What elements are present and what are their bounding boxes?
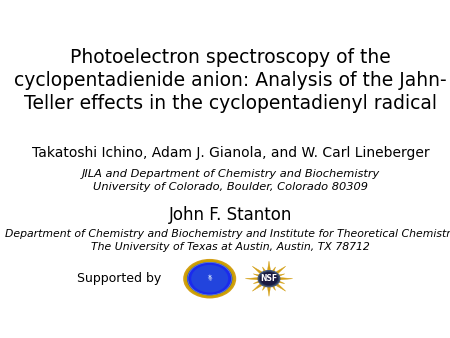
Polygon shape (267, 261, 270, 271)
Text: ✶: ✶ (207, 273, 213, 280)
Text: Takatoshi Ichino, Adam J. Gianola, and W. Carl Lineberger: Takatoshi Ichino, Adam J. Gianola, and W… (32, 146, 429, 160)
Polygon shape (245, 277, 258, 280)
Circle shape (186, 261, 234, 296)
Circle shape (260, 272, 278, 285)
Text: NSF: NSF (261, 274, 278, 283)
Polygon shape (252, 284, 263, 291)
Circle shape (191, 265, 228, 292)
Text: Supported by: Supported by (77, 272, 162, 285)
Circle shape (258, 270, 280, 287)
Polygon shape (279, 277, 292, 280)
Polygon shape (252, 266, 263, 274)
Polygon shape (272, 285, 275, 290)
Polygon shape (275, 266, 286, 274)
Polygon shape (253, 274, 260, 277)
Circle shape (183, 259, 236, 298)
Polygon shape (262, 267, 266, 272)
Polygon shape (275, 284, 286, 291)
Polygon shape (267, 287, 270, 296)
Polygon shape (262, 285, 266, 290)
Text: John F. Stanton: John F. Stanton (169, 206, 292, 224)
Text: JILA and Department of Chemistry and Biochemistry
University of Colorado, Boulde: JILA and Department of Chemistry and Bio… (81, 169, 380, 192)
Polygon shape (253, 281, 260, 284)
Polygon shape (278, 281, 285, 284)
Polygon shape (278, 274, 285, 277)
Text: ❋: ❋ (207, 277, 212, 282)
Polygon shape (272, 267, 275, 272)
Text: Photoelectron spectroscopy of the
cyclopentadienide anion: Analysis of the Jahn-: Photoelectron spectroscopy of the cyclop… (14, 48, 447, 113)
Text: Department of Chemistry and Biochemistry and Institute for Theoretical Chemistry: Department of Chemistry and Biochemistry… (4, 229, 450, 252)
